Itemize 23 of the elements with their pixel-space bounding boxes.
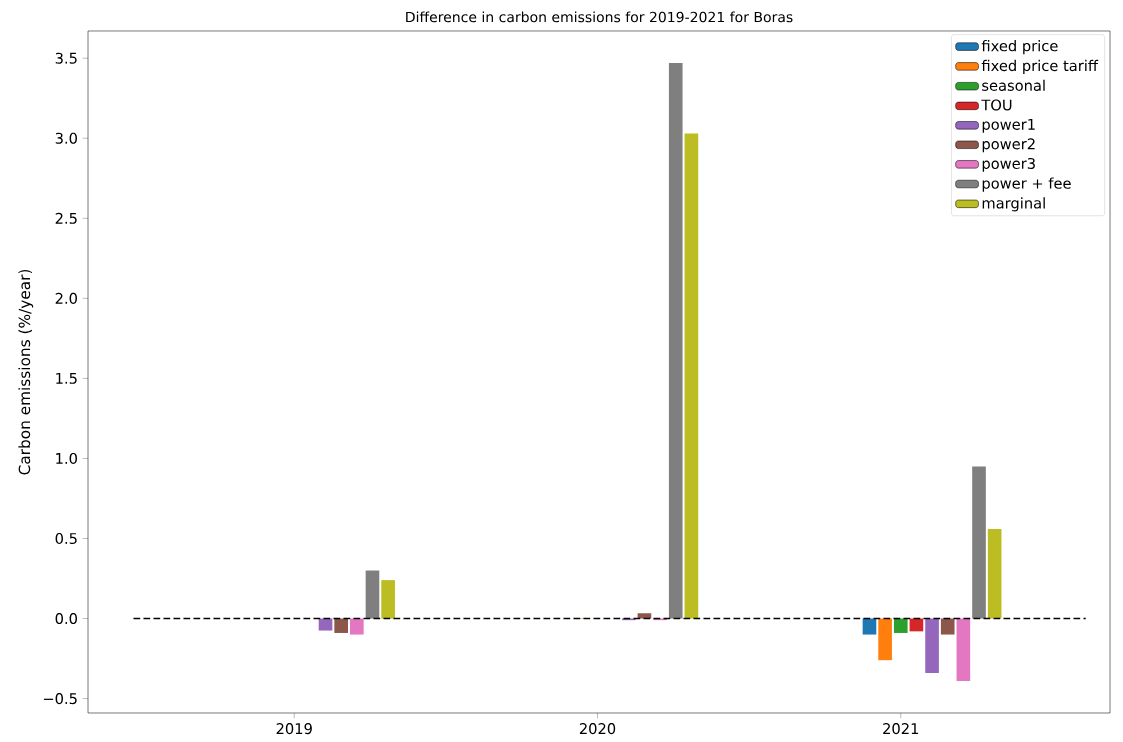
legend-label: fixed price tariff	[981, 59, 1099, 75]
y-tick-label: 1.5	[56, 372, 77, 384]
y-tick-label: 0.0	[55, 613, 77, 625]
legend-label: power2	[982, 138, 1035, 153]
x-tick-label: 2019	[276, 723, 312, 735]
y-tick-label: 3.5	[55, 52, 77, 64]
legend-label: power1	[982, 119, 1035, 133]
legend-label: power3	[982, 157, 1035, 172]
y-tick-label: 3.0	[55, 132, 77, 144]
legend-label: power + fee	[982, 177, 1071, 192]
legend-label: fixed price	[981, 40, 1058, 55]
chart-title: Difference in carbon emissions for 2019-2021 for Boras	[406, 11, 793, 23]
legend-label: marginal	[982, 197, 1045, 212]
legend-label: seasonal	[982, 79, 1045, 91]
y-tick-label: 2.5	[55, 212, 77, 224]
y-tick-label: 1.0	[56, 452, 77, 464]
y-tick-label: −0.5	[43, 693, 77, 705]
x-tick-label: 2020	[579, 723, 616, 735]
legend-label: TOU	[981, 99, 1012, 111]
x-tick-label: 2021	[883, 723, 919, 735]
y-tick-label: 0.5	[55, 532, 77, 545]
y-tick-label: 2.0	[55, 292, 77, 304]
y-axis-title: Carbon emissions (%/year)	[18, 269, 34, 475]
